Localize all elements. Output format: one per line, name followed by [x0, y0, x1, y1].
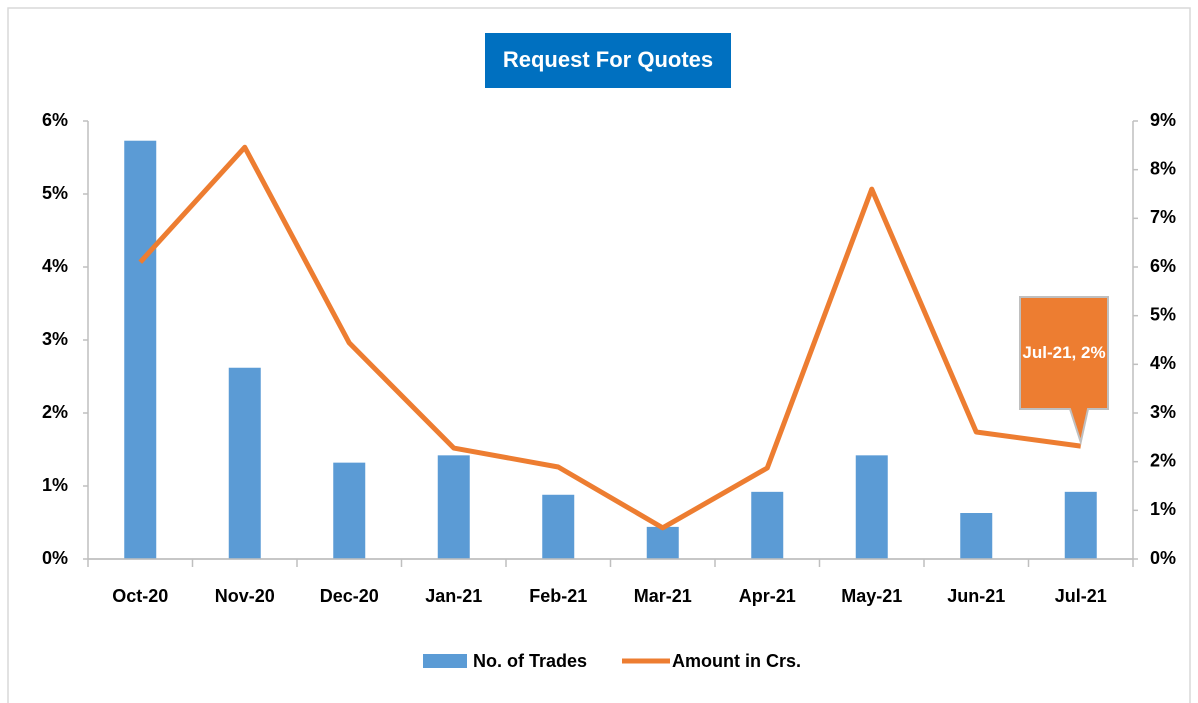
y2-tick-label: 0% [1150, 548, 1176, 568]
y2-tick-label: 1% [1150, 499, 1176, 519]
callout-box [1019, 296, 1109, 446]
legend-label: Amount in Crs. [672, 651, 801, 671]
y-tick-label: 4% [42, 256, 68, 276]
line [138, 144, 1082, 531]
y2-tick-label: 2% [1150, 450, 1176, 470]
x-tick-label: Mar-21 [634, 586, 692, 606]
y-tick-label: 6% [42, 110, 68, 130]
y2-tick-label: 9% [1150, 110, 1176, 130]
x-tick-label: Feb-21 [529, 586, 587, 606]
bar [333, 462, 366, 559]
y2-tick-label: 4% [1150, 353, 1176, 373]
bar [646, 526, 679, 559]
x-tick-label: Jun-21 [947, 586, 1005, 606]
data-label: Jul-21, 2% [1022, 343, 1106, 362]
x-tick-label: Apr-21 [739, 586, 796, 606]
y2-tick-label: 3% [1150, 402, 1176, 422]
bar [1064, 491, 1097, 559]
x-tick-label: Dec-20 [320, 586, 379, 606]
bar [751, 491, 784, 559]
bar [228, 367, 261, 559]
title-box [485, 33, 731, 88]
legend-label: No. of Trades [473, 651, 587, 671]
bar [437, 455, 470, 559]
y-tick-label: 0% [42, 548, 68, 568]
x-tick-label: Oct-20 [112, 586, 168, 606]
x-tick-label: Nov-20 [215, 586, 275, 606]
y2-tick-label: 6% [1150, 256, 1176, 276]
y2-tick-label: 8% [1150, 158, 1176, 178]
bar [542, 494, 575, 559]
chart-title: Request For Quotes [503, 47, 713, 72]
chart-frame [7, 7, 1191, 703]
y-tick-label: 3% [42, 329, 68, 349]
legend-swatch [423, 654, 467, 668]
y-tick-label: 5% [42, 183, 68, 203]
y-tick-label: 1% [42, 475, 68, 495]
y-tick-label: 2% [42, 402, 68, 422]
bar [124, 140, 157, 559]
x-tick-label: May-21 [841, 586, 902, 606]
bar [855, 455, 888, 559]
y2-tick-label: 7% [1150, 207, 1176, 227]
x-tick-label: Jul-21 [1055, 586, 1107, 606]
y2-tick-label: 5% [1150, 304, 1176, 324]
x-tick-label: Jan-21 [425, 586, 482, 606]
bar [960, 513, 993, 559]
